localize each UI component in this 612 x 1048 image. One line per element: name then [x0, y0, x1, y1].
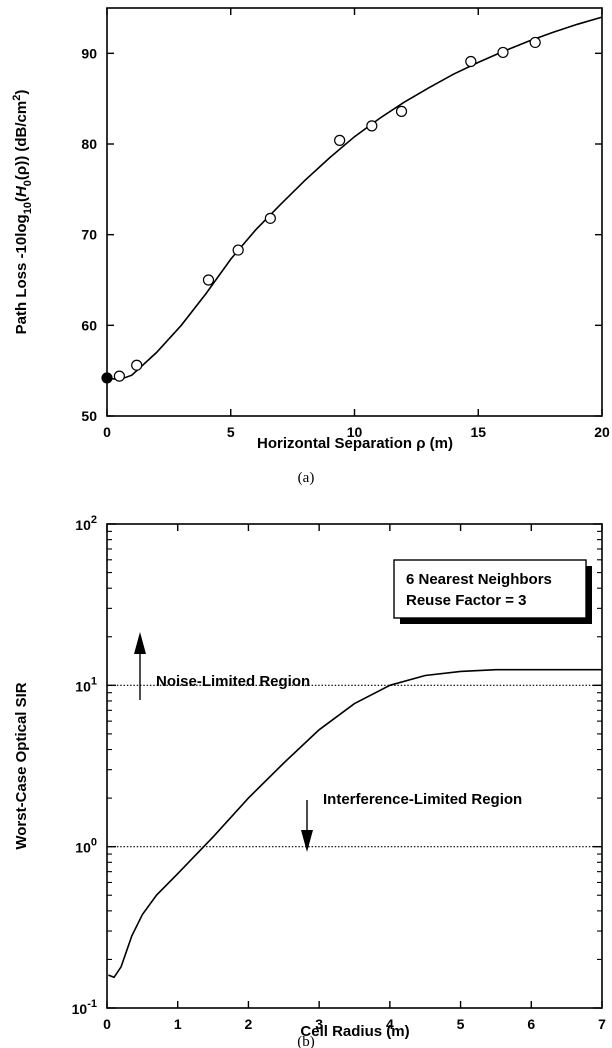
- y-tick-label: 90: [81, 45, 97, 61]
- chart-b-reference-lines: [107, 684, 602, 848]
- x-tick-label: 0: [103, 424, 111, 440]
- chart-b-y-axis-title: Worst-Case Optical SIR: [13, 682, 30, 849]
- x-tick-label: 5: [227, 424, 235, 440]
- open-data-point: [131, 359, 143, 371]
- filled-data-point: [101, 372, 113, 384]
- x-tick-label: 15: [470, 424, 486, 440]
- noise-limited-label: Noise-Limited Region: [156, 673, 310, 690]
- chart-b-optical-sir: 0 1 2 3 4 5 6 7 10-1 100 101 102 6 Nearest Neighbor…: [13, 514, 606, 1048]
- chart-b-ticks: [106, 523, 603, 1009]
- chart-a-path-loss: 0 5 10 15 20 50 60 70 80 90 Horizontal Separation…: [11, 7, 610, 486]
- open-data-point: [366, 120, 378, 132]
- chart-a-data-points: [101, 36, 541, 384]
- legend-box: [393, 559, 587, 619]
- y-tick-label: 102: [75, 514, 97, 533]
- down-arrow-icon: [301, 800, 313, 852]
- open-data-point: [529, 36, 541, 49]
- y-tick-label: 70: [81, 227, 97, 243]
- open-data-point: [202, 274, 215, 286]
- chart-a-plot-frame: [106, 7, 603, 417]
- chart-a-caption: (a): [298, 470, 315, 486]
- open-data-point: [465, 55, 477, 68]
- x-tick-label: 3: [315, 1016, 323, 1032]
- chart-b-sir-curve: [108, 668, 602, 979]
- x-tick-label: 10: [347, 424, 363, 440]
- open-data-point: [497, 46, 509, 59]
- y-tick-label: 100: [75, 837, 97, 856]
- x-tick-label: 1: [174, 1016, 182, 1032]
- x-tick-label: 0: [103, 1016, 111, 1032]
- x-tick-label: 6: [527, 1016, 535, 1032]
- y-tick-label: 50: [81, 408, 97, 424]
- chart-a-ticks: [106, 8, 603, 417]
- chart-b-x-axis-title: Cell Radius (m): [300, 1023, 409, 1040]
- chart-b-legend: 6 Nearest Neighbors Reuse Factor = 3: [393, 559, 592, 624]
- chart-a-fit-curve: [106, 16, 603, 381]
- interference-limited-label: Interference-Limited Region: [323, 791, 522, 808]
- open-data-point: [334, 134, 346, 146]
- open-data-point: [264, 212, 276, 224]
- x-tick-label: 20: [594, 424, 610, 440]
- open-data-point: [232, 244, 244, 256]
- chart-a-y-axis-title: Path Loss -10log10(H0(ρ)) (dB/cm2): [11, 90, 34, 335]
- x-tick-label: 4: [386, 1016, 394, 1032]
- x-tick-label: 5: [457, 1016, 465, 1032]
- up-arrow-icon: [134, 632, 146, 700]
- y-tick-label: 101: [75, 675, 97, 694]
- legend-line-2: Reuse Factor = 3: [406, 592, 526, 609]
- y-tick-label: 80: [81, 136, 97, 152]
- chart-b-tick-labels: 0 1 2 3 4 5 6 7 10-1 100 101 102: [72, 514, 606, 1032]
- open-data-point: [113, 370, 125, 382]
- y-tick-label: 10-1: [72, 998, 97, 1017]
- x-tick-label: 2: [245, 1016, 253, 1032]
- y-tick-label: 60: [81, 317, 97, 333]
- legend-line-1: 6 Nearest Neighbors: [406, 571, 552, 588]
- chart-a-x-axis-title: Horizontal Separation ρ (m): [257, 435, 453, 452]
- chart-b-plot-frame: [106, 523, 603, 1009]
- chart-a-tick-labels: 0 5 10 15 20 50 60 70 80 90: [81, 45, 610, 440]
- x-tick-label: 7: [598, 1016, 606, 1032]
- open-data-point: [395, 105, 408, 117]
- chart-b-caption: (b): [297, 1034, 315, 1048]
